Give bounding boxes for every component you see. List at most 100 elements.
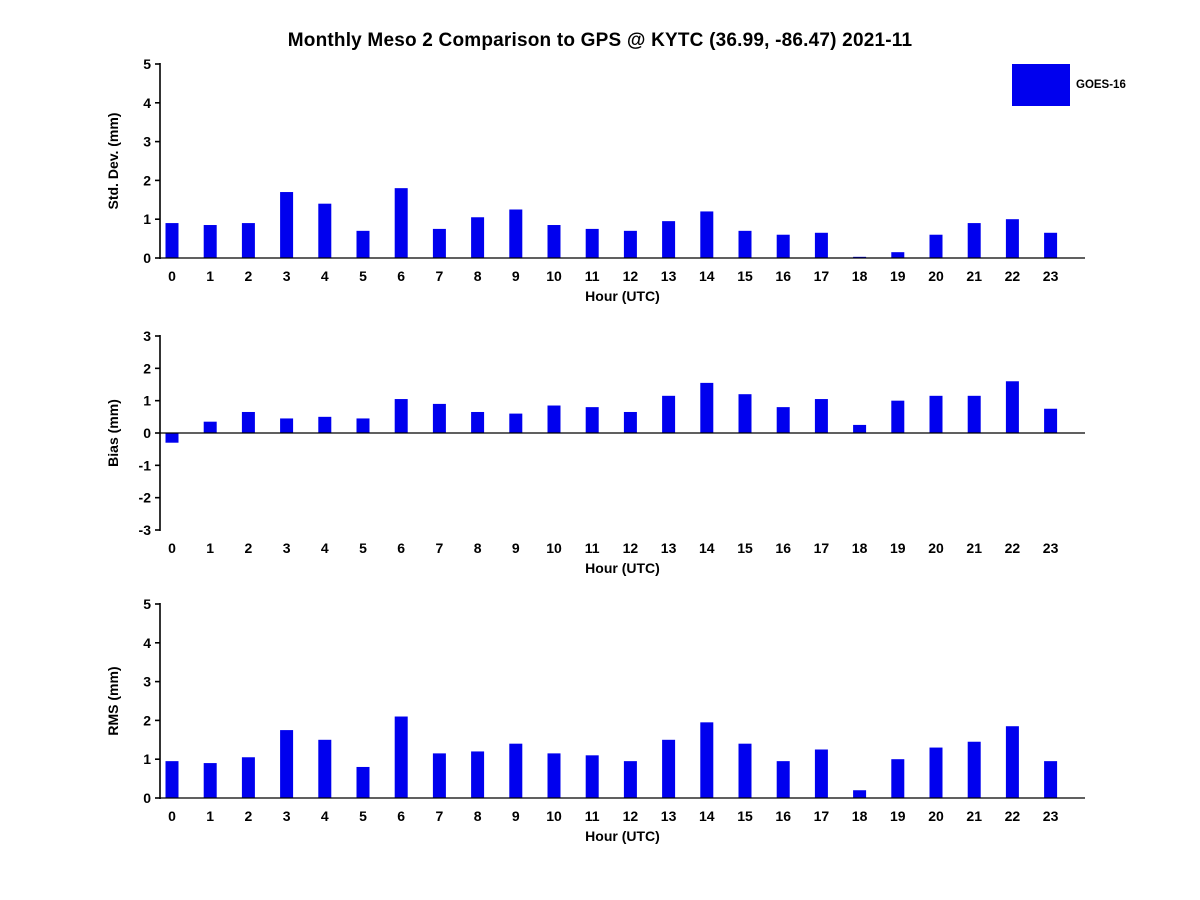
svg-text:8: 8 — [474, 268, 482, 284]
svg-text:10: 10 — [546, 808, 562, 824]
svg-text:9: 9 — [512, 540, 520, 556]
svg-text:3: 3 — [283, 540, 291, 556]
legend-swatch-goes16 — [1012, 64, 1070, 106]
svg-text:20: 20 — [928, 808, 944, 824]
svg-text:2: 2 — [143, 360, 151, 376]
svg-text:10: 10 — [546, 268, 562, 284]
svg-text:2: 2 — [245, 540, 253, 556]
svg-text:2: 2 — [143, 712, 151, 728]
svg-text:15: 15 — [737, 540, 753, 556]
svg-text:13: 13 — [661, 540, 677, 556]
svg-text:4: 4 — [321, 808, 329, 824]
svg-text:8: 8 — [474, 808, 482, 824]
svg-text:15: 15 — [737, 808, 753, 824]
svg-text:8: 8 — [474, 540, 482, 556]
svg-text:9: 9 — [512, 268, 520, 284]
svg-text:9: 9 — [512, 808, 520, 824]
svg-text:19: 19 — [890, 808, 906, 824]
legend: GOES-16 — [1012, 64, 1126, 106]
svg-text:0: 0 — [143, 790, 151, 806]
svg-text:15: 15 — [737, 268, 753, 284]
svg-text:21: 21 — [966, 808, 982, 824]
svg-text:22: 22 — [1005, 268, 1021, 284]
svg-text:Hour (UTC): Hour (UTC) — [585, 288, 660, 304]
svg-text:2: 2 — [143, 172, 151, 188]
svg-text:23: 23 — [1043, 268, 1059, 284]
svg-text:0: 0 — [143, 250, 151, 266]
svg-text:0: 0 — [168, 540, 176, 556]
svg-text:3: 3 — [143, 330, 151, 344]
svg-text:0: 0 — [168, 808, 176, 824]
svg-text:6: 6 — [397, 540, 405, 556]
svg-text:1: 1 — [143, 393, 151, 409]
svg-text:5: 5 — [359, 268, 367, 284]
svg-text:10: 10 — [546, 540, 562, 556]
svg-text:3: 3 — [143, 674, 151, 690]
svg-text:13: 13 — [661, 808, 677, 824]
svg-text:21: 21 — [966, 268, 982, 284]
svg-text:RMS (mm): RMS (mm) — [105, 666, 121, 735]
svg-text:5: 5 — [359, 540, 367, 556]
svg-text:11: 11 — [585, 268, 600, 284]
svg-text:12: 12 — [623, 268, 639, 284]
svg-text:18: 18 — [852, 540, 868, 556]
svg-text:Hour (UTC): Hour (UTC) — [585, 560, 660, 576]
svg-text:22: 22 — [1005, 808, 1021, 824]
svg-text:5: 5 — [143, 58, 151, 72]
svg-text:17: 17 — [814, 808, 830, 824]
svg-text:17: 17 — [814, 268, 830, 284]
svg-text:21: 21 — [966, 540, 982, 556]
svg-text:23: 23 — [1043, 540, 1059, 556]
svg-text:16: 16 — [775, 540, 791, 556]
svg-text:1: 1 — [143, 751, 151, 767]
svg-text:1: 1 — [206, 540, 214, 556]
svg-text:11: 11 — [585, 808, 600, 824]
svg-text:5: 5 — [359, 808, 367, 824]
svg-text:7: 7 — [436, 808, 444, 824]
svg-text:4: 4 — [143, 635, 151, 651]
svg-text:12: 12 — [623, 540, 639, 556]
chart-title: Monthly Meso 2 Comparison to GPS @ KYTC … — [287, 30, 913, 51]
svg-text:1: 1 — [206, 808, 214, 824]
svg-text:14: 14 — [699, 808, 715, 824]
svg-text:16: 16 — [775, 268, 791, 284]
svg-text:14: 14 — [699, 268, 715, 284]
svg-text:22: 22 — [1005, 540, 1021, 556]
svg-text:6: 6 — [397, 268, 405, 284]
svg-text:-1: -1 — [139, 457, 152, 473]
svg-text:19: 19 — [890, 540, 906, 556]
svg-text:3: 3 — [283, 268, 291, 284]
svg-text:18: 18 — [852, 808, 868, 824]
svg-text:16: 16 — [775, 808, 791, 824]
svg-text:Bias (mm): Bias (mm) — [105, 399, 121, 467]
svg-text:7: 7 — [436, 268, 444, 284]
svg-text:2: 2 — [245, 808, 253, 824]
svg-text:5: 5 — [143, 598, 151, 612]
svg-text:Hour (UTC): Hour (UTC) — [585, 828, 660, 844]
svg-text:17: 17 — [814, 540, 830, 556]
svg-text:-3: -3 — [139, 522, 152, 538]
svg-text:-2: -2 — [139, 490, 152, 506]
svg-text:4: 4 — [143, 95, 151, 111]
svg-text:4: 4 — [321, 268, 329, 284]
svg-text:19: 19 — [890, 268, 906, 284]
svg-text:18: 18 — [852, 268, 868, 284]
legend-label: GOES-16 — [1076, 79, 1126, 91]
svg-text:7: 7 — [436, 540, 444, 556]
svg-text:2: 2 — [245, 268, 253, 284]
svg-text:4: 4 — [321, 540, 329, 556]
svg-text:1: 1 — [143, 211, 151, 227]
svg-text:14: 14 — [699, 540, 715, 556]
svg-text:3: 3 — [283, 808, 291, 824]
svg-text:1: 1 — [206, 268, 214, 284]
svg-text:6: 6 — [397, 808, 405, 824]
svg-text:11: 11 — [585, 540, 600, 556]
svg-text:0: 0 — [143, 425, 151, 441]
svg-text:13: 13 — [661, 268, 677, 284]
svg-text:3: 3 — [143, 134, 151, 150]
svg-text:12: 12 — [623, 808, 639, 824]
